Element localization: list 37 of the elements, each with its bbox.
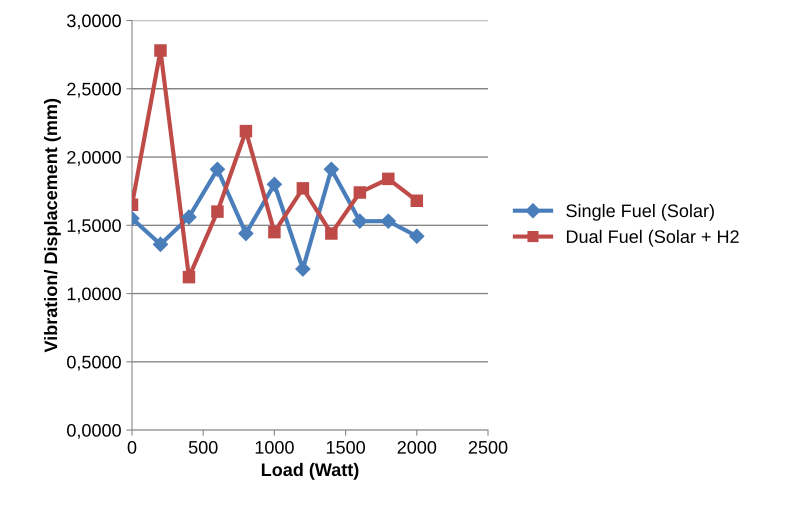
x-tick-label: 0: [128, 440, 136, 454]
x-tick-label: 2500: [468, 440, 508, 454]
legend-label: Single Fuel (Solar): [566, 204, 714, 221]
y-tick-label: 0,0000: [67, 424, 121, 439]
y-tick-label: 2,0000: [67, 150, 121, 166]
y-tick-label: 1,0000: [68, 287, 121, 302]
point: [410, 194, 424, 207]
y-tick-label: 0,5000: [67, 356, 121, 371]
point: [268, 226, 281, 238]
x-tick-label: 500: [188, 440, 218, 454]
point: [382, 172, 395, 186]
point: [409, 228, 424, 244]
point: [324, 162, 339, 177]
point: [240, 124, 252, 138]
point: [210, 162, 226, 177]
legend-label: Dual Fuel (Solar + H2: [566, 230, 739, 247]
point: [295, 261, 310, 277]
x-tick-label: 2000: [398, 440, 436, 454]
point: [296, 182, 310, 195]
y-tick-label: 3,0000: [67, 14, 121, 30]
point: [211, 205, 224, 218]
point: [181, 210, 197, 225]
point: [182, 270, 196, 284]
point: [266, 176, 282, 192]
point: [152, 236, 168, 252]
point: [325, 227, 338, 240]
point: [380, 214, 396, 229]
point: [354, 186, 366, 199]
y-tick-label: 1,5000: [68, 219, 121, 234]
point: [352, 214, 368, 229]
y-axis-title: Vibration/ Displacement (mm): [44, 98, 61, 352]
y-tick-label: 2,5000: [67, 82, 121, 98]
point: [154, 44, 167, 57]
x-axis-title: Load (Watt): [262, 462, 358, 480]
x-tick-label: 1500: [326, 440, 365, 454]
point: [238, 226, 254, 242]
x-tick-label: 1000: [256, 440, 294, 454]
